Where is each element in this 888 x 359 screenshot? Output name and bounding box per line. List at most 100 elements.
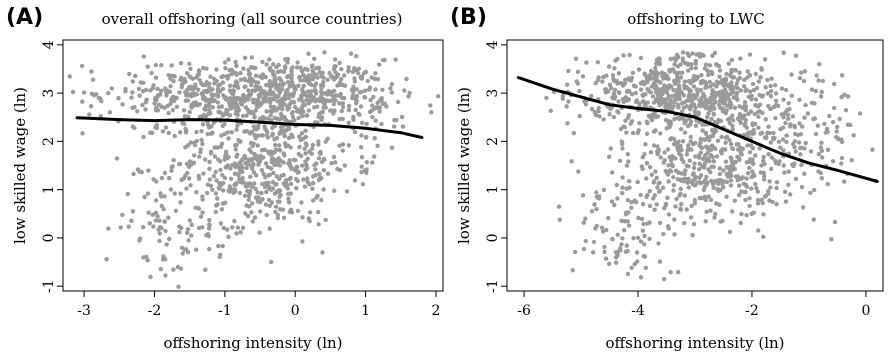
scatter-point [717, 171, 723, 177]
scatter-point [703, 219, 708, 224]
scatter-point [627, 179, 632, 184]
scatter-point [319, 117, 324, 123]
scatter-point [793, 53, 799, 58]
scatter-point [350, 69, 356, 75]
scatter-point [723, 76, 729, 82]
scatter-point [245, 161, 250, 167]
scatter-point [198, 214, 204, 219]
scatter-point [179, 177, 184, 183]
scatter-point [241, 156, 246, 161]
scatter-point [713, 146, 718, 151]
scatter-point [744, 160, 749, 165]
scatter-point [773, 116, 778, 121]
scatter-point [631, 236, 636, 241]
scatter-point [266, 150, 271, 156]
scatter-point [243, 211, 248, 216]
scatter-point [285, 107, 290, 112]
scatter-point [253, 195, 259, 200]
scatter-point [638, 192, 643, 198]
scatter-point [214, 78, 219, 84]
scatter-point [753, 103, 758, 108]
scatter-point [741, 84, 747, 89]
scatter-point [710, 71, 715, 77]
scatter-point [185, 143, 191, 148]
scatter-point [783, 199, 789, 204]
scatter-point [260, 181, 265, 187]
scatter-point [736, 192, 742, 198]
scatter-point [767, 179, 772, 184]
scatter-point [689, 203, 694, 209]
scatter-point [286, 126, 292, 132]
scatter-point [139, 169, 144, 175]
scatter-point [728, 178, 734, 183]
scatter-point [613, 94, 618, 100]
scatter-point [755, 201, 761, 206]
scatter-point [682, 193, 687, 198]
scatter-point [186, 164, 192, 169]
scatter-point [768, 106, 774, 112]
scatter-point [619, 218, 624, 223]
scatter-point [275, 215, 280, 221]
scatter-point [226, 234, 231, 239]
scatter-point [187, 218, 192, 223]
scatter-point [275, 94, 280, 100]
scatter-point [352, 178, 358, 183]
scatter-point [159, 203, 164, 209]
scatter-point [232, 218, 237, 224]
scatter-point [746, 111, 751, 117]
scatter-point [339, 109, 344, 114]
scatter-point [265, 182, 270, 188]
scatter-point [759, 130, 765, 136]
scatter-point [845, 94, 851, 99]
scatter-point [676, 170, 681, 175]
scatter-point [364, 167, 369, 172]
scatter-point [781, 163, 786, 168]
scatter-point [818, 94, 824, 99]
scatter-point [569, 159, 574, 164]
scatter-point [274, 182, 279, 187]
scatter-point [679, 147, 684, 153]
scatter-point [672, 217, 677, 222]
scatter-point [608, 86, 614, 91]
scatter-point [151, 224, 156, 229]
scatter-point [682, 221, 687, 226]
y-tick-label: -1 [41, 279, 57, 293]
scatter-point [252, 181, 257, 186]
scatter-point [353, 107, 358, 113]
scatter-point [303, 141, 309, 146]
scatter-point [818, 145, 824, 150]
scatter-point [619, 242, 624, 247]
scatter-point [153, 62, 159, 68]
scatter-point [706, 72, 711, 78]
scatter-point [346, 65, 351, 70]
scatter-point [263, 202, 269, 207]
scatter-point [718, 148, 724, 154]
scatter-point [172, 133, 177, 139]
scatter-point [406, 94, 411, 99]
scatter-point [306, 108, 312, 113]
scatter-point [302, 74, 307, 79]
scatter-point [289, 111, 295, 116]
scatter-point [686, 176, 691, 181]
scatter-point [831, 105, 837, 111]
scatter-point [235, 121, 241, 126]
scatter-point [763, 85, 768, 90]
scatter-point [698, 54, 703, 59]
scatter-point [716, 117, 721, 123]
scatter-point [346, 68, 351, 73]
scatter-point [294, 186, 299, 191]
scatter-point [295, 170, 300, 175]
scatter-point [672, 81, 678, 86]
scatter-point [776, 139, 782, 144]
scatter-point [300, 239, 305, 244]
scatter-point [220, 113, 226, 118]
scatter-point [260, 59, 265, 65]
panel-a-title: overall offshoring (all source countries… [102, 10, 403, 28]
scatter-point [268, 113, 273, 118]
scatter-point [727, 229, 733, 235]
scatter-point [614, 78, 619, 84]
scatter-point [780, 125, 786, 130]
scatter-point [701, 53, 706, 58]
scatter-point [253, 73, 259, 79]
scatter-point [644, 119, 649, 125]
